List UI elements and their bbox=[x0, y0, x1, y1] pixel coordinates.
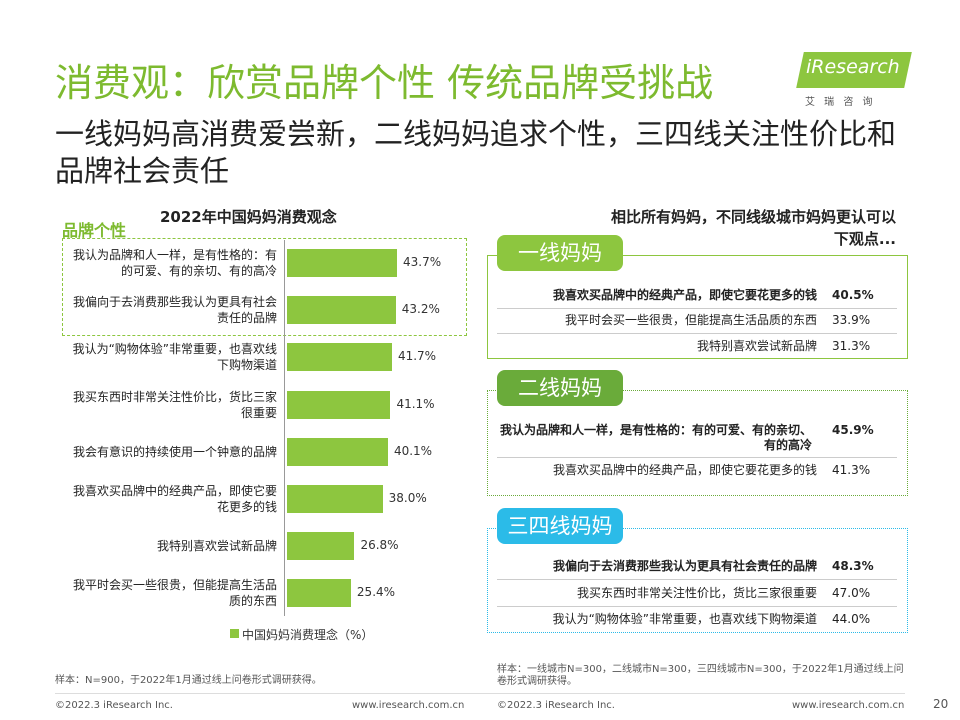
bar bbox=[287, 343, 392, 372]
category-label: 我平时会买一些很贵，但能提高生活品质的东西 bbox=[72, 578, 277, 609]
url: www.iresearch.com.cn bbox=[352, 700, 465, 711]
category-label: 我买东西时非常关注性价比，货比三家很重要 bbox=[72, 389, 277, 420]
category-label: 我特别喜欢尝试新品牌 bbox=[156, 539, 277, 554]
row-text: 我喜欢买品牌中的经典产品，即使它要花更多的钱 bbox=[552, 463, 817, 477]
category-label: 我认为“购物体验”非常重要，也喜欢线下购物渠道 bbox=[72, 342, 277, 373]
bar bbox=[287, 532, 355, 561]
value-label: 43.7% bbox=[403, 255, 442, 269]
axis-line bbox=[284, 240, 285, 616]
category-label: 我偏向于去消费那些我认为更具有社会责任的品牌 bbox=[72, 295, 277, 326]
annotation: 品牌个性 bbox=[62, 221, 127, 240]
value-label: 25.4% bbox=[356, 585, 396, 600]
bar bbox=[287, 579, 351, 608]
group-box bbox=[487, 390, 908, 496]
row-value: 44.0% bbox=[832, 612, 871, 626]
bar bbox=[287, 249, 397, 277]
row-value: 45.9% bbox=[832, 423, 874, 437]
comparison-title: 相比所有妈妈，不同线级城市妈妈更认可以下观点... bbox=[610, 208, 896, 248]
group-title: 二线妈妈 bbox=[497, 370, 623, 406]
highlight-box bbox=[62, 238, 467, 336]
group-title: 三四线妈妈 bbox=[497, 508, 623, 544]
row-text: 我买东西时非常关注性价比，货比三家很重要 bbox=[576, 586, 817, 600]
row-text: 我认为“购物体验”非常重要，也喜欢线下购物渠道 bbox=[552, 612, 817, 626]
copyright: ©2022.3 iResearch Inc. bbox=[497, 700, 615, 711]
group-title: 一线妈妈 bbox=[497, 235, 623, 271]
row-separator bbox=[497, 333, 897, 334]
row-separator bbox=[497, 308, 897, 309]
value-label: 43.2% bbox=[401, 302, 440, 317]
page-number: 20 bbox=[933, 697, 949, 711]
legend-label: 中国妈妈消费理念（%） bbox=[242, 628, 374, 642]
row-value: 40.5% bbox=[832, 288, 874, 302]
subtitle: 一线妈妈高消费爱尝新，二线妈妈追求个性，三四线关注性价比和品牌社会责任 bbox=[55, 117, 897, 188]
chart-title: 2022年中国妈妈消费观念 bbox=[160, 208, 337, 226]
copyright: ©2022.3 iResearch Inc. bbox=[55, 700, 173, 711]
row-separator bbox=[497, 579, 897, 580]
value-label: 38.0% bbox=[388, 491, 427, 505]
row-text: 我偏向于去消费那些我认为更具有社会责任的品牌 bbox=[552, 559, 817, 573]
bar bbox=[287, 437, 388, 466]
value-label: 41.1% bbox=[396, 396, 435, 411]
logo-sub: 艾 瑞 咨 询 bbox=[805, 97, 876, 108]
category-label: 我认为品牌和人一样，是有性格的：有的可爱、有的亲切、有的高冷 bbox=[72, 248, 277, 278]
title: 消费观：欣赏品牌个性 传统品牌受挑战 bbox=[55, 61, 714, 105]
note: 样本：N=900，于2022年1月通过线上问卷形式调研获得。 bbox=[55, 675, 322, 686]
value-label: 41.7% bbox=[397, 349, 437, 364]
bar bbox=[287, 390, 391, 419]
note: 样本：一线城市N=300，二线城市N=300，三四线城市N=300，于2022年… bbox=[497, 664, 904, 687]
group-box bbox=[487, 528, 908, 633]
row-value: 47.0% bbox=[832, 586, 871, 600]
category-label: 我喜欢买品牌中的经典产品，即使它要花更多的钱 bbox=[72, 484, 277, 514]
row-text: 我喜欢买品牌中的经典产品，即使它要花更多的钱 bbox=[552, 288, 817, 302]
row-text: 我平时会买一些很贵，但能提高生活品质的东西 bbox=[564, 313, 817, 327]
row-separator bbox=[497, 606, 897, 607]
row-value: 41.3% bbox=[832, 463, 871, 477]
row-value: 48.3% bbox=[832, 559, 874, 573]
row-value: 33.9% bbox=[832, 313, 871, 327]
row-text: 我认为品牌和人一样，是有性格的：有的可爱、有的亲切、有的高冷 bbox=[500, 423, 813, 452]
url: www.iresearch.com.cn bbox=[792, 700, 905, 711]
bar bbox=[287, 485, 383, 513]
legend-swatch bbox=[230, 629, 239, 638]
row-separator bbox=[497, 457, 897, 458]
logo: iResearch bbox=[806, 56, 900, 78]
bar bbox=[287, 296, 396, 325]
category-label: 我会有意识的持续使用一个钟意的品牌 bbox=[72, 444, 277, 459]
value-label: 26.8% bbox=[360, 538, 399, 553]
group-box bbox=[487, 255, 908, 359]
row-value: 31.3% bbox=[832, 339, 871, 353]
row-text: 我特别喜欢尝试新品牌 bbox=[696, 339, 817, 353]
value-label: 40.1% bbox=[393, 443, 433, 458]
footer-line bbox=[55, 693, 905, 694]
